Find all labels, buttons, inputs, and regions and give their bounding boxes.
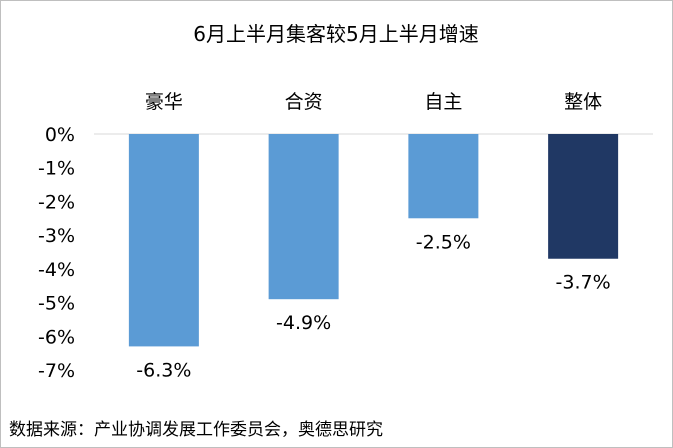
y-tick-label: -1% xyxy=(38,158,75,180)
y-tick-label: -2% xyxy=(38,191,75,213)
y-tick-label: -4% xyxy=(38,259,75,281)
data-label: -6.3% xyxy=(136,359,191,381)
data-label: -2.5% xyxy=(416,231,471,253)
y-tick-label: -7% xyxy=(38,360,75,382)
bar xyxy=(128,134,199,347)
data-label: -4.9% xyxy=(276,312,331,334)
data-label: -3.7% xyxy=(556,272,611,294)
category-label: 合资 xyxy=(285,91,323,113)
y-tick-label: -3% xyxy=(38,225,75,247)
source-note: 数据来源：产业协调发展工作委员会，奥德思研究 xyxy=(9,420,383,440)
bar xyxy=(408,134,479,219)
y-tick-label: -6% xyxy=(38,326,75,348)
category-label: 自主 xyxy=(424,91,462,113)
bar xyxy=(548,134,619,259)
y-tick-label: 0% xyxy=(45,124,75,146)
y-tick-label: -5% xyxy=(38,293,75,315)
category-label: 整体 xyxy=(564,91,602,113)
chart-title: 6月上半月集客较5月上半月增速 xyxy=(193,22,478,46)
bar xyxy=(268,134,339,300)
category-label: 豪华 xyxy=(145,91,183,113)
